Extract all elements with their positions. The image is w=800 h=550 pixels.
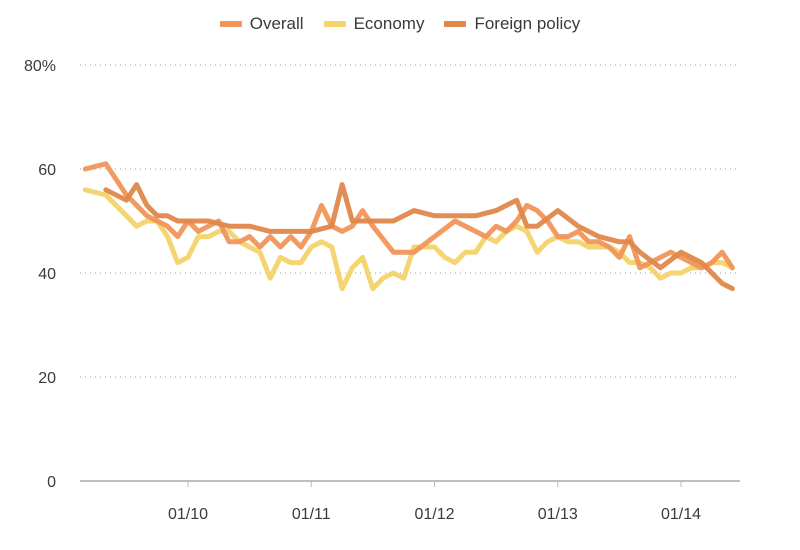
legend-item-foreign-policy[interactable]: Foreign policy (444, 14, 580, 34)
y-axis: 0 20 40 60 80% (24, 58, 56, 491)
legend-label-foreign-policy: Foreign policy (474, 14, 581, 33)
x-axis: 01/10 01/11 01/12 01/13 01/14 (168, 481, 701, 523)
legend-label-economy: Economy (353, 14, 425, 33)
legend-swatch-foreign-policy (444, 21, 467, 27)
series-lines (82, 161, 735, 292)
y-tick-label: 80% (24, 58, 56, 75)
x-tick-label: 01/14 (661, 506, 701, 523)
y-tick-label: 0 (47, 474, 56, 491)
legend-swatch-economy (323, 21, 346, 27)
y-tick-label: 40 (38, 266, 56, 283)
x-tick-label: 01/11 (292, 506, 331, 523)
y-tick-label: 60 (38, 162, 56, 179)
legend-item-overall[interactable]: Overall (219, 14, 304, 34)
x-tick-label: 01/13 (538, 506, 578, 523)
series-line-overall (82, 161, 735, 271)
x-tick-label: 01/12 (414, 506, 454, 523)
series-line-foreign-policy (103, 182, 735, 292)
legend-item-economy[interactable]: Economy (323, 14, 425, 34)
x-tick-label: 01/10 (168, 506, 208, 523)
legend-swatch-overall (219, 21, 242, 27)
legend: Overall Economy Foreign policy (0, 14, 800, 34)
legend-label-overall: Overall (249, 14, 304, 33)
gridlines (80, 64, 740, 482)
y-tick-label: 20 (38, 370, 56, 387)
series-line-economy (82, 187, 735, 292)
